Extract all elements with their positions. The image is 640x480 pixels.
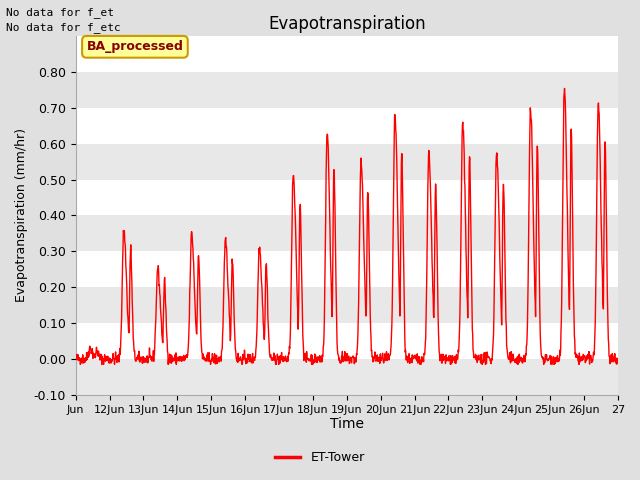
Bar — [76, 108, 618, 144]
Title: Evapotranspiration: Evapotranspiration — [268, 15, 426, 33]
Bar — [76, 216, 618, 252]
Bar — [76, 72, 618, 108]
Bar — [76, 144, 618, 180]
Text: No data for f_et: No data for f_et — [6, 7, 115, 18]
Bar — [76, 359, 618, 395]
Bar — [76, 180, 618, 216]
X-axis label: Time: Time — [330, 418, 364, 432]
Text: No data for f_etc: No data for f_etc — [6, 22, 121, 33]
Legend: ET-Tower: ET-Tower — [270, 446, 370, 469]
Text: BA_processed: BA_processed — [86, 40, 184, 53]
Y-axis label: Evapotranspiration (mm/hr): Evapotranspiration (mm/hr) — [15, 129, 28, 302]
Bar — [76, 323, 618, 359]
Bar — [76, 252, 618, 287]
Bar — [76, 287, 618, 323]
